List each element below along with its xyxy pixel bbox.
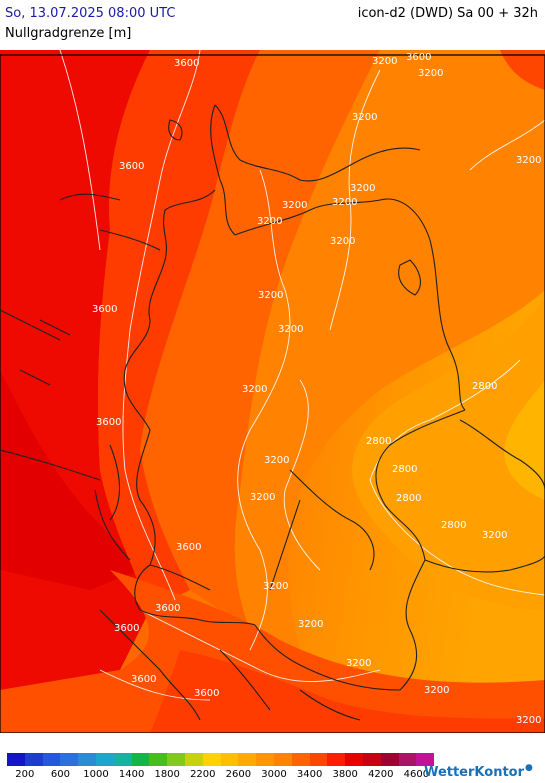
contour-label: 3200 <box>257 216 282 227</box>
contour-lines <box>59 50 545 701</box>
header: So, 13.07.2025 08:00 UTC icon-d2 (DWD) S… <box>0 0 545 50</box>
color-swatch <box>220 753 239 766</box>
contour-label: 3600 <box>131 674 156 685</box>
color-scale-label: 4200 <box>368 769 394 780</box>
color-swatch <box>42 753 61 766</box>
brand-name: WetterKontor <box>424 765 524 780</box>
contour-label: 3200 <box>332 197 357 208</box>
contour-label: 3200 <box>418 68 443 79</box>
color-swatch <box>238 753 257 766</box>
color-swatch <box>113 753 132 766</box>
color-swatch <box>291 753 310 766</box>
contour-label: 3600 <box>194 688 219 699</box>
contour-label: 3200 <box>352 112 377 123</box>
contour-label: 3600 <box>114 623 139 634</box>
color-scale <box>7 753 435 766</box>
contour-label: 2800 <box>396 493 421 504</box>
color-scale-label: 1000 <box>83 769 109 780</box>
zone-alps <box>0 570 545 733</box>
contour-label: 3200 <box>516 155 541 166</box>
color-swatch <box>167 753 185 766</box>
color-scale-label: 1800 <box>154 769 180 780</box>
color-scale-label: 3400 <box>296 769 323 780</box>
color-scale-label: 200 <box>15 769 35 780</box>
contour-label: 3200 <box>350 183 375 194</box>
contour-label: 2800 <box>441 520 466 531</box>
zone-yellow-orange <box>504 380 545 500</box>
contour-label: 3600 <box>119 161 144 172</box>
color-swatch <box>345 753 363 766</box>
color-swatch <box>184 753 203 766</box>
contour-label: 3600 <box>92 304 117 315</box>
color-scale-label: 600 <box>50 769 70 780</box>
zone-north-dark <box>500 50 545 90</box>
contour-label: 3200 <box>264 455 289 466</box>
zone-orange-2 <box>234 50 545 650</box>
contour-label: 3200 <box>242 384 267 395</box>
color-scale-labels: 200 600 1000 1400 1800 2200 2600 3000 3400 3800 42… <box>0 769 440 781</box>
contour-label: 2800 <box>366 436 391 447</box>
legend-footer: 200 600 1000 1400 1800 2200 2600 3000 3400 3800 42… <box>0 745 545 783</box>
map-canvas: 3600 3600 3200 3200 3200 3200 3600 3200 … <box>0 50 545 733</box>
color-scale-label: 3000 <box>261 769 287 780</box>
color-swatch <box>24 753 43 766</box>
zone-orange-1 <box>140 50 380 630</box>
contour-label: 2800 <box>392 464 417 475</box>
color-swatch <box>256 753 274 766</box>
color-swatch <box>60 753 79 766</box>
contour-label-group: 3600 3600 3200 3200 3200 3200 3600 3200 … <box>92 52 541 726</box>
brand-logo[interactable]: WetterKontor● <box>424 763 535 780</box>
color-swatch <box>78 753 96 766</box>
contour-label: 3200 <box>482 530 507 541</box>
color-swatch <box>309 753 328 766</box>
contour-label: 3200 <box>372 56 397 67</box>
contour-label: 3600 <box>174 58 199 69</box>
color-swatch <box>95 753 114 766</box>
contour-label: 3600 <box>176 542 201 553</box>
zone-light-orange <box>352 290 545 610</box>
color-swatch <box>149 753 168 766</box>
color-scale-label: 2200 <box>190 769 216 780</box>
droplet-icon: ● <box>525 763 533 773</box>
color-scale-label: 1400 <box>118 769 145 780</box>
model-run: icon-d2 (DWD) Sa 00 + 32h <box>357 6 538 21</box>
borders <box>0 54 545 733</box>
contour-label: 3600 <box>96 417 121 428</box>
color-swatch <box>380 753 399 766</box>
contour-label: 3200 <box>516 715 541 726</box>
contour-label: 3600 <box>155 603 180 614</box>
contour-label: 3600 <box>406 52 431 63</box>
color-swatch <box>202 753 221 766</box>
contour-label: 3200 <box>424 685 449 696</box>
contour-label: 3200 <box>263 581 288 592</box>
color-scale-label: 3800 <box>332 769 358 780</box>
color-swatch <box>416 753 435 766</box>
color-swatch <box>398 753 417 766</box>
color-swatch <box>273 753 292 766</box>
contour-label: 3200 <box>250 492 275 503</box>
color-swatch <box>362 753 381 766</box>
contour-label: 3200 <box>282 200 307 211</box>
sea-darker-red <box>0 370 140 590</box>
contour-label: 3200 <box>346 658 371 669</box>
color-swatch <box>7 753 25 766</box>
zone-alps-inner <box>150 650 545 733</box>
color-swatch <box>327 753 346 766</box>
contour-label: 3200 <box>258 290 283 301</box>
valid-datetime: So, 13.07.2025 08:00 UTC <box>5 6 176 21</box>
contour-label: 2800 <box>472 381 497 392</box>
contour-label: 3200 <box>298 619 323 630</box>
color-scale-label: 4600 <box>403 769 430 780</box>
color-scale-label: 2600 <box>225 769 252 780</box>
color-swatch <box>131 753 150 766</box>
contour-label: 3200 <box>278 324 303 335</box>
parameter-title: Nullgradgrenze [m] <box>5 26 132 41</box>
weather-map[interactable]: 3600 3600 3200 3200 3200 3200 3600 3200 … <box>0 50 545 733</box>
contour-label: 3200 <box>330 236 355 247</box>
